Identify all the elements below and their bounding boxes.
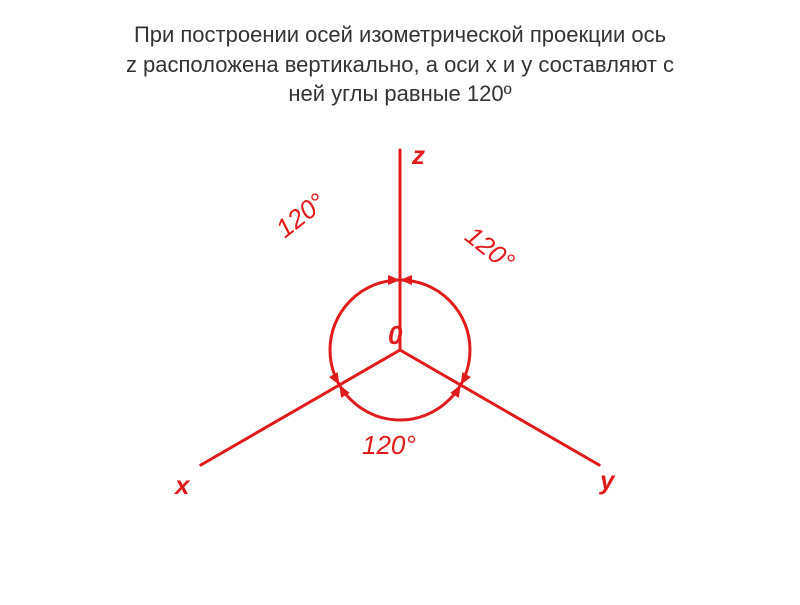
title-block: При построении осей изометрической проек… xyxy=(40,20,760,109)
axis-label-y: y xyxy=(600,465,614,496)
axis-label-x: x xyxy=(175,470,189,501)
axis-label-z: z xyxy=(412,140,425,171)
diagram-svg xyxy=(0,130,800,600)
arc-arrowhead xyxy=(388,275,400,285)
origin-label: 0 xyxy=(388,320,402,351)
title-line-1: При построении осей изометрической проек… xyxy=(134,22,666,47)
arc-arrowhead xyxy=(400,275,412,285)
isometric-axes-diagram: zxy0120°120°120° xyxy=(0,130,800,600)
axis-y xyxy=(400,350,599,465)
title-line-3: ней углы равные 120º xyxy=(288,81,511,106)
title-line-2: z расположена вертикально, а оси x и y с… xyxy=(126,52,674,77)
angle-label-2: 120° xyxy=(362,430,416,461)
